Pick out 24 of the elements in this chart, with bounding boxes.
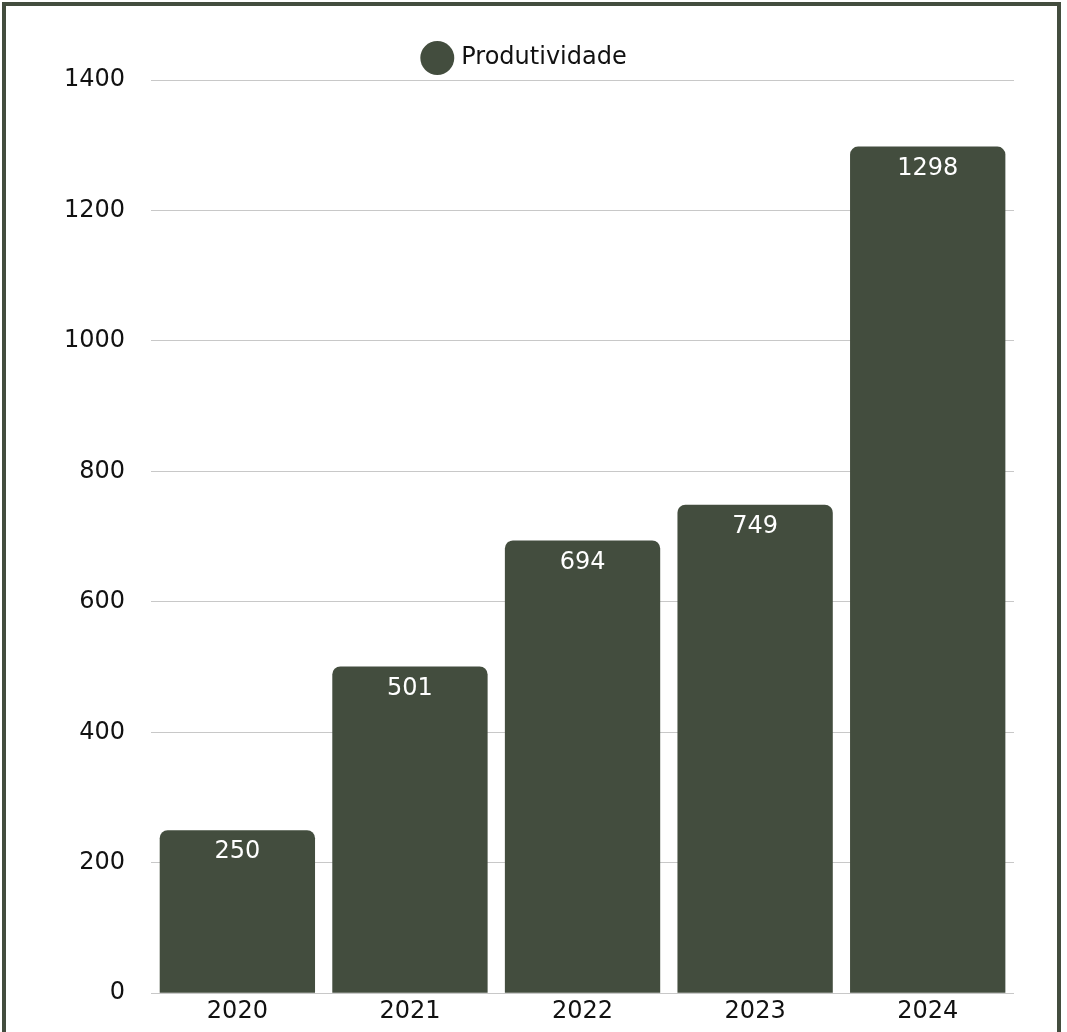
data-label: 694: [559, 546, 606, 575]
bar: [159, 830, 316, 993]
x-tick-label: 2021: [379, 995, 441, 1024]
y-tick-label: 400: [79, 716, 126, 745]
y-tick-label: 1400: [64, 64, 126, 93]
y-tick-label: 1200: [64, 194, 126, 223]
data-label: 501: [387, 672, 433, 701]
bar: [677, 504, 833, 993]
bar: [504, 540, 661, 993]
x-tick-label: 2023: [724, 995, 786, 1024]
bar: [332, 666, 488, 993]
x-tick-label: 2022: [552, 995, 614, 1024]
data-label: 250: [214, 836, 261, 865]
y-tick-label: 200: [79, 846, 126, 875]
x-tick-label: 2020: [206, 995, 268, 1024]
bar: [850, 146, 1006, 993]
y-tick-label: 600: [79, 586, 126, 615]
y-tick-label: 800: [79, 455, 126, 484]
y-tick-label: 1000: [64, 325, 126, 354]
x-tick-label: 2024: [897, 995, 959, 1024]
y-tick-label: 0: [109, 977, 126, 1006]
legend-label: Produtividade: [461, 42, 627, 71]
data-label: 749: [732, 510, 779, 539]
data-label: 1298: [897, 152, 959, 181]
